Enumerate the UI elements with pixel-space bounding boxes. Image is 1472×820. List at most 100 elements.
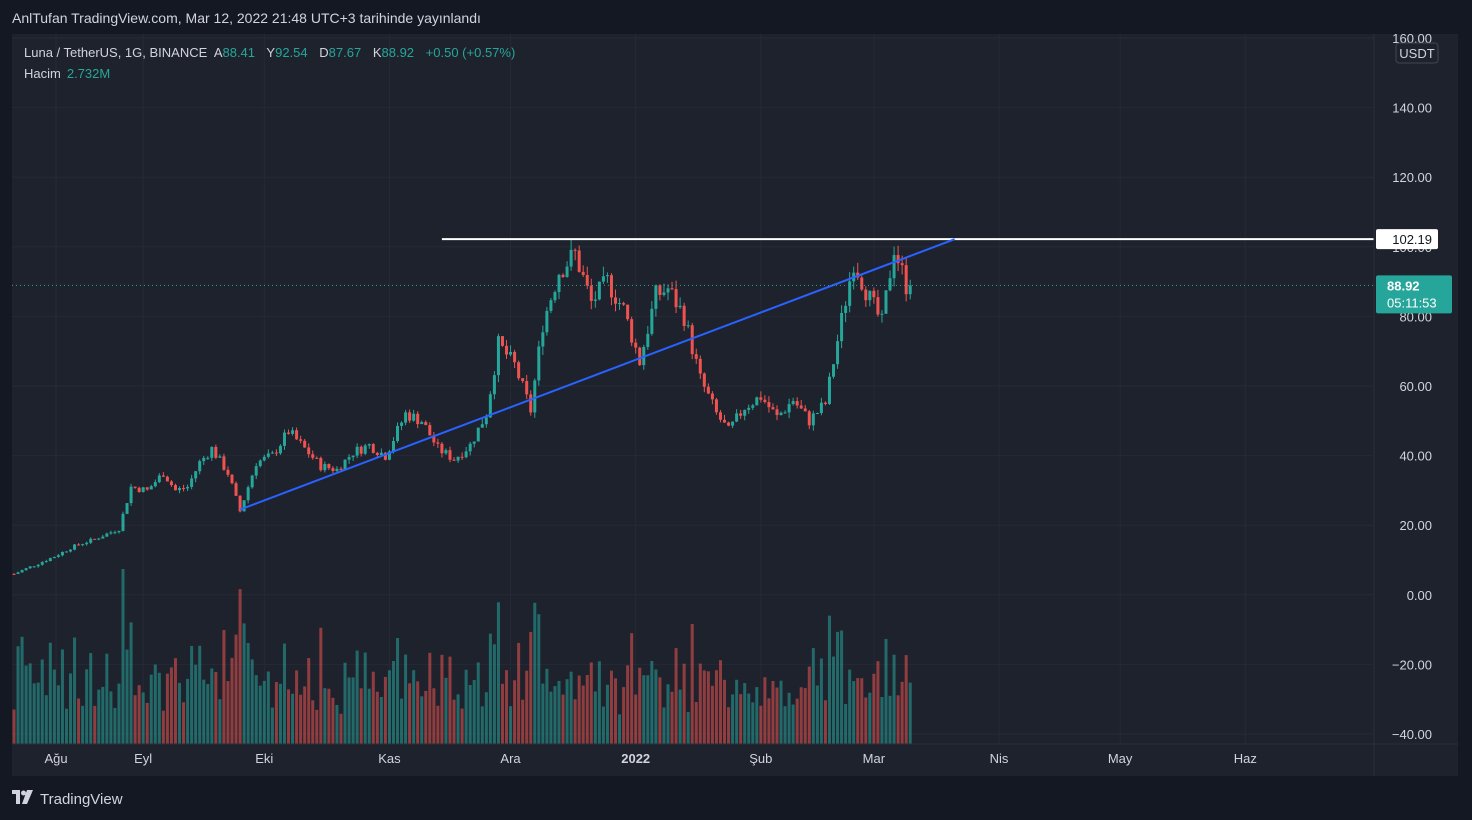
candle-body xyxy=(153,482,157,487)
candle-body xyxy=(396,425,400,442)
volume-bar xyxy=(327,688,331,744)
candle-body xyxy=(73,544,77,550)
candle-body xyxy=(359,446,363,454)
candle-body xyxy=(460,456,464,458)
volume-bar xyxy=(97,689,101,744)
candle-body xyxy=(581,271,585,275)
candle-body xyxy=(202,457,206,462)
volume-bar xyxy=(505,670,509,744)
volume-bar xyxy=(270,707,274,744)
time-tick-label: Ara xyxy=(500,751,521,766)
candle-body xyxy=(230,474,234,484)
volume-bar xyxy=(706,671,710,744)
candle-body xyxy=(577,250,581,272)
candle-body xyxy=(436,442,440,444)
candle-body xyxy=(783,412,787,414)
volume-bar xyxy=(291,693,295,744)
candle-body xyxy=(270,452,274,454)
volume-bar xyxy=(149,674,153,744)
trendline xyxy=(239,238,955,511)
candle-body xyxy=(214,446,218,458)
symbol-legend[interactable]: Luna / TetherUS, 1G, BINANCE A88.41 Y92.… xyxy=(24,45,523,60)
candle-body xyxy=(537,346,541,381)
candle-body xyxy=(133,486,137,488)
candle-body xyxy=(444,450,448,454)
tradingview-logo[interactable]: TradingView xyxy=(12,790,123,808)
candle-body xyxy=(129,486,133,504)
candle-body xyxy=(513,351,517,363)
volume-bar xyxy=(396,638,400,744)
candle-body xyxy=(488,394,492,418)
candle-body xyxy=(323,464,327,471)
volume-bar xyxy=(194,664,198,744)
volume-bar xyxy=(727,707,731,744)
volume-bar xyxy=(468,685,472,744)
candle-body xyxy=(803,408,807,412)
candle-body xyxy=(622,303,626,305)
volume-bar xyxy=(690,623,694,744)
volume-bar xyxy=(428,652,432,744)
candle-body xyxy=(662,292,666,295)
candle-body xyxy=(876,297,880,315)
open-value: 88.41 xyxy=(222,45,256,60)
candle-body xyxy=(888,278,892,291)
candle-body xyxy=(161,475,165,477)
symbol-name[interactable]: Luna / TetherUS, 1G, BINANCE xyxy=(24,45,208,60)
volume-bar xyxy=(674,648,678,744)
candle-body xyxy=(541,332,545,347)
volume-bar xyxy=(32,683,36,744)
time-tick-label: Şub xyxy=(749,751,772,766)
candle-body xyxy=(56,555,60,558)
candle-body xyxy=(654,285,658,309)
candle-body xyxy=(646,333,650,347)
candles xyxy=(12,239,912,575)
volume-bar xyxy=(173,658,177,744)
candle-body xyxy=(452,459,456,461)
candle-body xyxy=(585,274,589,286)
volume-bar xyxy=(351,677,355,744)
candle-body xyxy=(710,393,714,400)
time-tick-label: 2022 xyxy=(621,751,650,766)
volume-bar xyxy=(363,652,367,744)
volume-bar xyxy=(460,708,464,744)
volume-bar xyxy=(48,642,52,744)
time-tick-label: Haz xyxy=(1234,751,1257,766)
volume-legend[interactable]: Hacim 2.732M xyxy=(24,66,110,81)
volume-bar xyxy=(165,673,169,744)
candle-body xyxy=(892,255,896,279)
candle-body xyxy=(464,451,468,458)
volume-bar xyxy=(670,691,674,744)
candle-body xyxy=(549,300,553,311)
tradingview-logo-icon xyxy=(12,790,34,808)
resistance-price-tag-box xyxy=(1376,229,1438,250)
volume-bar xyxy=(202,679,206,744)
volume-bar xyxy=(383,676,387,744)
high-value: 92.54 xyxy=(275,45,308,60)
volume-bar xyxy=(323,688,327,744)
candle-body xyxy=(24,568,28,571)
volume-bar xyxy=(69,673,73,744)
price-tick-label: 0.00 xyxy=(1407,588,1432,603)
volume-bar xyxy=(238,589,242,744)
volume-bar xyxy=(900,681,904,744)
volume-bar xyxy=(274,682,278,744)
candle-body xyxy=(299,439,303,441)
volume-bar xyxy=(178,682,182,744)
candle-body xyxy=(440,443,444,454)
volume-bar xyxy=(880,696,884,744)
volume-bar xyxy=(266,671,270,744)
candle-body xyxy=(379,452,383,455)
candle-body xyxy=(791,401,795,405)
volume-bar xyxy=(488,633,492,744)
volume-bar xyxy=(492,644,496,744)
candle-body xyxy=(194,471,198,479)
candle-body xyxy=(210,446,214,458)
volume-bar xyxy=(226,681,230,744)
volume-bar xyxy=(347,677,351,744)
chart-frame[interactable] xyxy=(12,34,1458,776)
candle-body xyxy=(848,281,852,306)
last-price-tag-box xyxy=(1376,275,1452,314)
volume-bar xyxy=(379,696,383,744)
candle-body xyxy=(795,401,799,406)
